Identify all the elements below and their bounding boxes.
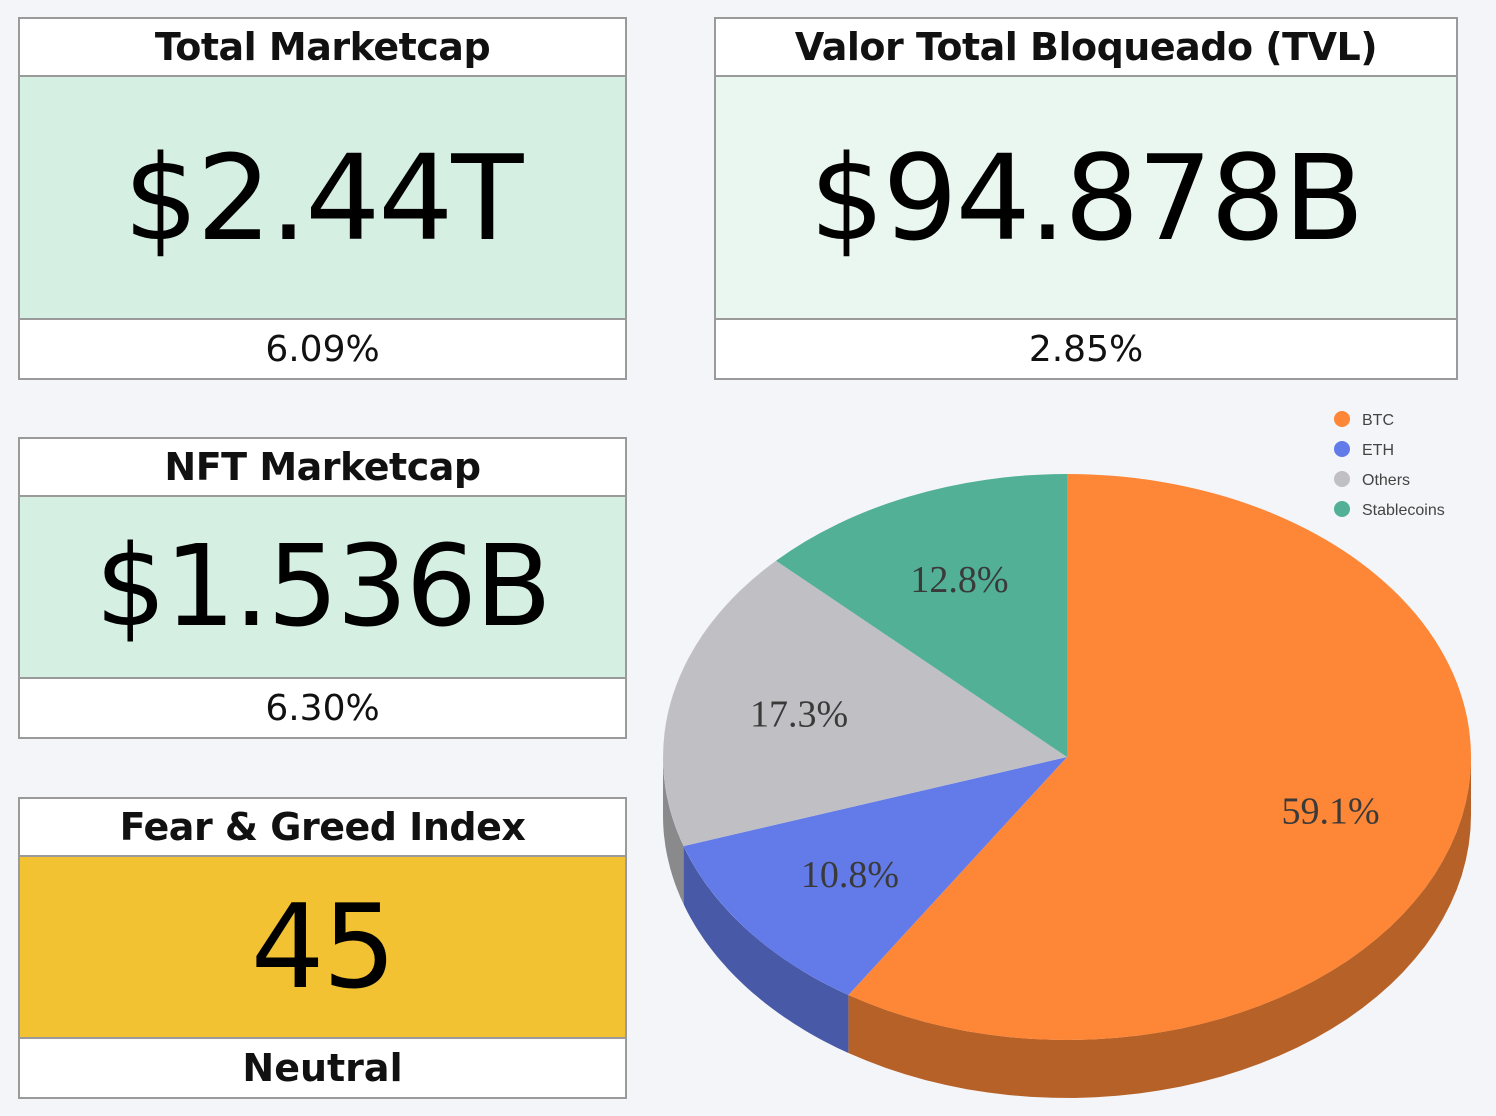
legend-item-btc[interactable]: BTC bbox=[1334, 411, 1394, 429]
pie-label-btc: 59.1% bbox=[1282, 790, 1380, 832]
pie-slice-btc bbox=[848, 474, 1471, 1040]
pie-side-eth bbox=[683, 846, 849, 1053]
fear-greed-card: Fear & Greed Index 45 Neutral bbox=[18, 797, 627, 1099]
legend-item-stablecoins[interactable]: Stablecoins bbox=[1334, 501, 1445, 519]
pie-legend: BTC ETH Others Stablecoins bbox=[1334, 411, 1445, 519]
pie-label-stablecoins: 12.8% bbox=[910, 559, 1008, 601]
nft-marketcap-card: NFT Marketcap $1.536B 6.30% bbox=[18, 437, 627, 739]
pie-top bbox=[663, 474, 1471, 1040]
total-marketcap-change: 6.09% bbox=[265, 328, 380, 370]
legend-label: ETH bbox=[1362, 442, 1394, 459]
pie-label-others: 17.3% bbox=[750, 693, 848, 735]
tvl-title: Valor Total Bloqueado (TVL) bbox=[716, 19, 1456, 77]
pie-side-btc bbox=[848, 757, 1471, 1098]
legend-label: Stablecoins bbox=[1362, 502, 1445, 519]
total-marketcap-value: $2.44T bbox=[20, 77, 625, 320]
legend-swatch bbox=[1334, 441, 1350, 457]
pie-slice-others bbox=[663, 560, 1067, 847]
fear-greed-title: Fear & Greed Index bbox=[20, 799, 625, 857]
tvl-card: Valor Total Bloqueado (TVL) $94.878B 2.8… bbox=[714, 17, 1458, 380]
nft-marketcap-title: NFT Marketcap bbox=[20, 439, 625, 497]
legend-item-eth[interactable]: ETH bbox=[1334, 441, 1394, 459]
fear-greed-label: Neutral bbox=[242, 1046, 403, 1090]
pie-label-eth: 10.8% bbox=[801, 854, 899, 896]
pie-slice-stablecoins bbox=[776, 474, 1067, 757]
legend-label: BTC bbox=[1362, 412, 1394, 429]
pie-side-walls bbox=[663, 757, 1471, 1098]
nft-marketcap-change: 6.30% bbox=[265, 687, 380, 729]
nft-marketcap-value: $1.536B bbox=[20, 497, 625, 679]
total-marketcap-title: Total Marketcap bbox=[20, 19, 625, 77]
pie-side-others bbox=[663, 757, 684, 905]
fear-greed-value: 45 bbox=[20, 857, 625, 1039]
tvl-value: $94.878B bbox=[716, 77, 1456, 320]
legend-item-others[interactable]: Others bbox=[1334, 471, 1410, 489]
legend-swatch bbox=[1334, 411, 1350, 427]
legend-swatch bbox=[1334, 471, 1350, 487]
legend-swatch bbox=[1334, 501, 1350, 517]
total-marketcap-card: Total Marketcap $2.44T 6.09% bbox=[18, 17, 627, 380]
legend-label: Others bbox=[1362, 472, 1410, 489]
tvl-change: 2.85% bbox=[1028, 328, 1144, 370]
pie-slice-eth bbox=[683, 757, 1067, 995]
